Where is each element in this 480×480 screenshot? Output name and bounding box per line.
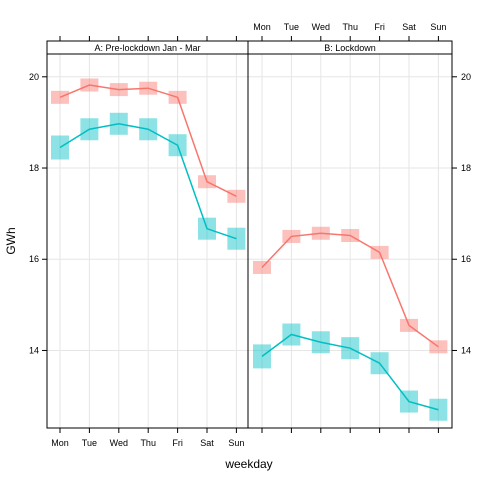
data-point-a-1-2: [109, 112, 128, 135]
data-point-a-1-1: [80, 118, 99, 141]
axes: Mon Tue Wed Thu Fri Sat Sun Mon Tue Wed Thu Fri Sat S…: [29, 22, 471, 448]
x-tick-label-top-b: Tue: [284, 22, 299, 32]
data-point-a-1-6: [227, 227, 246, 250]
y-tick-label-left: 14: [29, 345, 39, 355]
y-tick-label-right: 16: [461, 254, 471, 264]
y-tick-label-right: 14: [461, 345, 471, 355]
data-point-b-1-6: [429, 398, 448, 421]
series-line-a-0: [59, 84, 237, 197]
data-point-a-1-4: [168, 134, 187, 157]
data-point-a-0-5: [198, 175, 216, 189]
x-tick-label-bottom-a: Sun: [228, 438, 244, 448]
data-point-a-0-6: [227, 189, 246, 203]
strip-label-b: B: Lockdown: [324, 43, 376, 53]
data-point-b-1-3: [341, 337, 360, 360]
x-tick-label-bottom-a: Fri: [172, 438, 183, 448]
y-tick-label-left: 20: [29, 72, 39, 82]
y-tick-label-left: 18: [29, 163, 39, 173]
x-tick-label-bottom-a: Wed: [110, 438, 128, 448]
x-tick-label-top-b: Fri: [374, 22, 385, 32]
data-point-a-0-1: [80, 78, 99, 92]
data-point-b-0-1: [282, 229, 301, 243]
series-line-a-1: [59, 123, 237, 240]
data-point-b-0-0: [253, 260, 271, 274]
x-axis-title: weekday: [224, 457, 272, 471]
data-point-b-1-5: [400, 390, 418, 413]
x-tick-label-bottom-a: Thu: [140, 438, 156, 448]
data-point-b-0-2: [311, 226, 330, 240]
x-tick-label-top-b: Sat: [402, 22, 416, 32]
y-axis-title: GWh: [4, 227, 18, 254]
data-point-b-0-6: [429, 340, 448, 354]
data-point-b-1-0: [253, 344, 271, 369]
data-point-a-0-3: [139, 81, 158, 95]
data-point-b-0-3: [341, 229, 360, 243]
data-point-a-1-5: [198, 217, 216, 240]
data-point-a-1-3: [139, 118, 158, 141]
y-tick-label-right: 18: [461, 163, 471, 173]
x-tick-label-bottom-a: Tue: [82, 438, 97, 448]
x-tick-label-bottom-a: Mon: [51, 438, 69, 448]
y-tick-label-right: 20: [461, 72, 471, 82]
x-tick-label-top-b: Sun: [430, 22, 446, 32]
panel-b-grid: [248, 54, 452, 428]
data-point-b-0-5: [400, 318, 418, 332]
x-tick-label-top-b: Wed: [312, 22, 330, 32]
y-tick-label-left: 16: [29, 254, 39, 264]
data-point-b-1-1: [282, 323, 301, 346]
data-point-b-0-4: [370, 245, 389, 259]
strip-label-a: A: Pre-lockdown Jan - Mar: [94, 43, 200, 53]
data-point-a-0-0: [51, 90, 69, 104]
data-point-a-0-2: [109, 83, 128, 97]
marks-b: [253, 226, 448, 421]
data-point-a-1-0: [51, 135, 69, 160]
data-point-b-1-4: [370, 352, 389, 375]
series-line-b-0: [261, 232, 439, 348]
x-tick-label-bottom-a: Sat: [200, 438, 214, 448]
data-point-a-0-4: [168, 90, 187, 104]
x-tick-label-top-b: Thu: [342, 22, 358, 32]
data-point-b-1-2: [311, 331, 330, 354]
panel-a-grid: [47, 54, 248, 428]
x-tick-label-top-b: Mon: [253, 22, 271, 32]
series-line-b-1: [261, 333, 439, 411]
marks-a: [51, 78, 246, 250]
panel-a-frame: [46, 53, 249, 429]
